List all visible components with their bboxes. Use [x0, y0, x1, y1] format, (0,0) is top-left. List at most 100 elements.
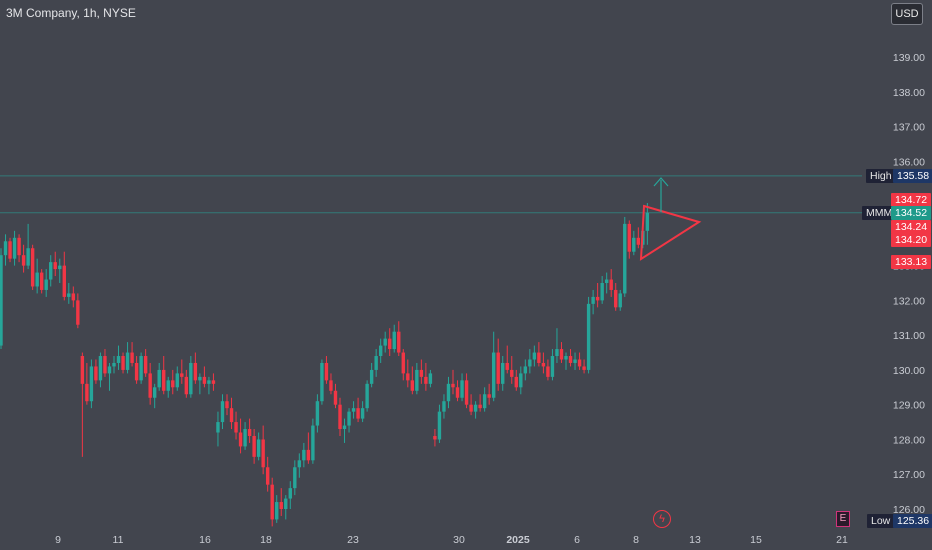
candle-body: [609, 279, 613, 290]
candle-body: [67, 293, 71, 297]
candle-body: [528, 359, 532, 367]
candle-body: [21, 255, 26, 266]
candle-body: [333, 390, 338, 405]
x-axis-tick-label: 6: [574, 534, 580, 546]
candle-body: [397, 331, 401, 353]
candle-body: [541, 362, 546, 367]
candle-body: [288, 488, 292, 499]
x-axis-tick-label: 23: [347, 534, 359, 546]
candle-body: [189, 362, 193, 395]
chart-title: 3M Company, 1h, NYSE: [6, 6, 136, 20]
candle-body: [49, 262, 53, 280]
x-axis-tick-label: 18: [260, 534, 272, 546]
candle-body: [415, 369, 419, 391]
candle-body: [85, 383, 89, 402]
candle-body: [315, 401, 320, 426]
candle-body: [550, 356, 555, 377]
candle-body: [532, 352, 537, 360]
candle-body: [53, 262, 57, 270]
candle-body: [442, 401, 446, 412]
candle-body: [564, 356, 568, 360]
candle-body: [383, 338, 387, 346]
candle-body: [555, 349, 559, 357]
y-axis-tick-label: 136.00: [893, 156, 925, 168]
candle-body: [600, 283, 604, 301]
candle-body: [614, 289, 618, 308]
candle-body: [446, 383, 451, 402]
candle-body: [270, 484, 274, 520]
candle-body: [8, 241, 12, 259]
x-axis-tick-label: 30: [453, 534, 465, 546]
candle-body: [311, 425, 315, 461]
candle-body: [546, 366, 550, 377]
candle-body: [645, 212, 650, 231]
candle-body: [437, 411, 442, 440]
y-axis-tick-label: 137.00: [893, 122, 925, 134]
dividend-icon[interactable]: ϟ: [653, 510, 671, 528]
candle-body: [211, 380, 216, 384]
candle-body: [130, 352, 134, 363]
x-axis-tick-label: 13: [689, 534, 701, 546]
candle-body: [62, 265, 66, 297]
low-value: 125.36: [893, 514, 932, 528]
candle-body: [455, 387, 460, 398]
candle-body: [604, 279, 609, 283]
candle-body: [573, 359, 577, 363]
candle-body: [627, 223, 631, 252]
candle-body: [356, 408, 360, 419]
candle-body: [428, 373, 433, 384]
candle-body: [162, 369, 166, 391]
candle-body: [424, 376, 428, 384]
candle-body: [175, 373, 179, 388]
candle-body: [360, 408, 365, 419]
candle-body: [582, 366, 586, 370]
candle-body: [171, 380, 175, 388]
candle-body: [238, 432, 243, 447]
candle-body: [632, 237, 636, 252]
candle-body: [44, 279, 48, 290]
candle-body: [180, 373, 184, 377]
candle-body: [537, 352, 541, 363]
currency-button[interactable]: USD: [891, 3, 923, 25]
candle-body: [184, 376, 189, 395]
candle-body: [324, 362, 329, 381]
candle-body: [388, 338, 392, 350]
candle-body: [116, 356, 121, 363]
candle-body: [89, 366, 94, 402]
candle-body: [419, 369, 424, 377]
candle-body: [94, 366, 98, 381]
candle-body: [460, 380, 464, 398]
candle-body: [166, 380, 170, 391]
candle-body: [451, 383, 455, 388]
candle-body: [98, 356, 103, 381]
candle-body: [80, 356, 85, 384]
candle-body: [559, 349, 564, 360]
earnings-icon[interactable]: E: [836, 511, 850, 527]
candle-body: [351, 408, 356, 412]
candle-body: [275, 502, 279, 520]
candle-body: [347, 411, 351, 426]
candle-body: [378, 345, 383, 357]
price-tag-1: 134.72: [891, 193, 932, 207]
candle-body: [618, 293, 622, 308]
high-value: 135.58: [893, 169, 932, 183]
symbol-label: MMM: [862, 206, 897, 220]
candle-body: [252, 435, 256, 457]
candle-body: [243, 429, 247, 447]
y-axis-tick-label: 129.00: [893, 400, 925, 412]
candle-body: [256, 439, 261, 457]
candle-body: [234, 422, 238, 433]
candle-body: [482, 394, 487, 409]
candle-body: [491, 352, 496, 398]
candle-body: [577, 359, 582, 367]
candle-body: [207, 380, 211, 384]
candle-body: [374, 356, 378, 370]
candle-body: [157, 369, 161, 388]
candle-body: [433, 435, 437, 440]
candle-body: [342, 425, 347, 430]
candle-body: [591, 296, 595, 304]
candle-body: [58, 265, 62, 270]
candle-body: [514, 376, 518, 388]
